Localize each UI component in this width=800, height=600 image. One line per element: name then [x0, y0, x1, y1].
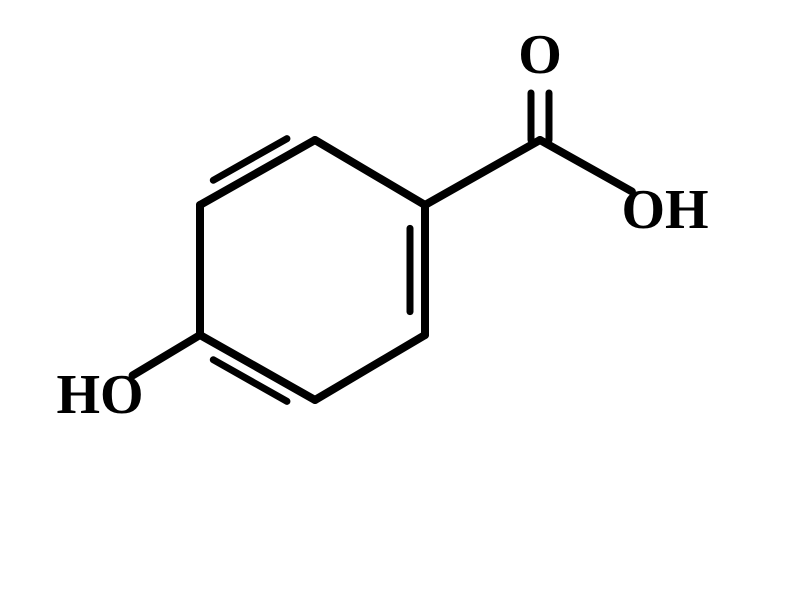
- bond: [315, 335, 425, 400]
- bond: [200, 140, 315, 205]
- bond: [540, 140, 632, 191]
- bond: [315, 140, 425, 205]
- chemical-structure: O OH HO: [0, 0, 800, 600]
- bond: [425, 140, 540, 205]
- atom-label-ho: HO: [56, 364, 143, 426]
- bond: [200, 335, 315, 400]
- atom-label-o2h: OH: [621, 179, 708, 241]
- atom-label-o1: O: [518, 24, 562, 86]
